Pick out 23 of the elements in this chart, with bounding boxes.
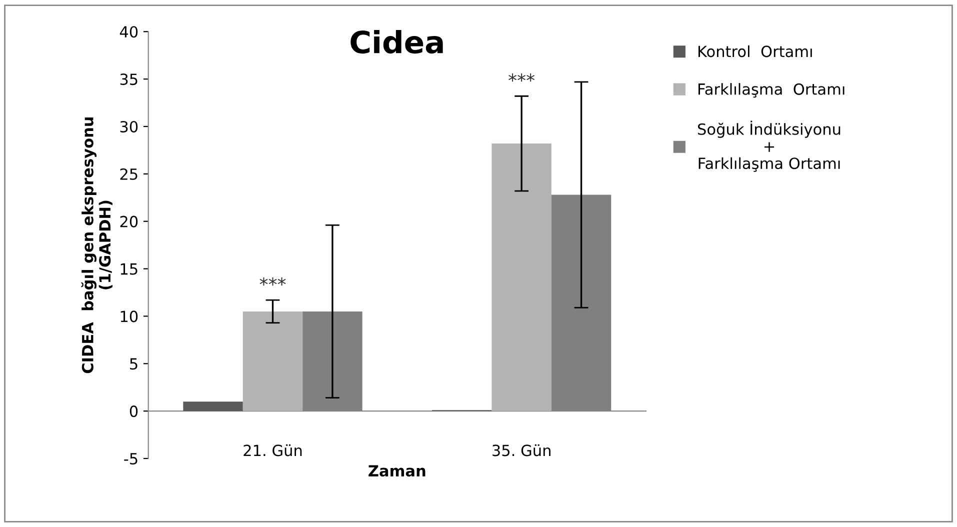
legend-label: Kontrol Ortamı <box>698 45 812 58</box>
y-tick-label: 0 <box>130 406 138 418</box>
y-tick-label: 35 <box>120 74 138 86</box>
annotation: *** <box>260 277 286 286</box>
y-tick-label: 40 <box>120 26 138 38</box>
chart-title: Cidea <box>350 30 443 54</box>
bar <box>242 311 303 412</box>
y-axis-title: CIDEA bağıl gen ekspresyonu (1/GAPDH) <box>81 117 112 374</box>
x-axis-title: Zaman <box>368 465 426 477</box>
bar <box>183 402 243 412</box>
y-tick-label: 5 <box>130 358 138 370</box>
y-tick-label: 15 <box>120 263 138 275</box>
annotation: *** <box>508 73 535 82</box>
y-tick-label: 20 <box>120 216 138 228</box>
y-tick-label: 30 <box>120 120 138 132</box>
y-tick-label: 10 <box>120 310 138 322</box>
legend-label: Soğuk İndüksiyonu + Farklılaşma Ortamı <box>698 120 840 172</box>
y-tick-label: 25 <box>120 168 138 180</box>
x-tick-label: 21. Gün <box>244 444 302 456</box>
bar <box>492 144 552 412</box>
y-tick-label: -5 <box>124 453 138 465</box>
x-tick-label: 35. Gün <box>492 444 550 456</box>
legend-label: Farklılaşma Ortamı <box>698 83 844 98</box>
